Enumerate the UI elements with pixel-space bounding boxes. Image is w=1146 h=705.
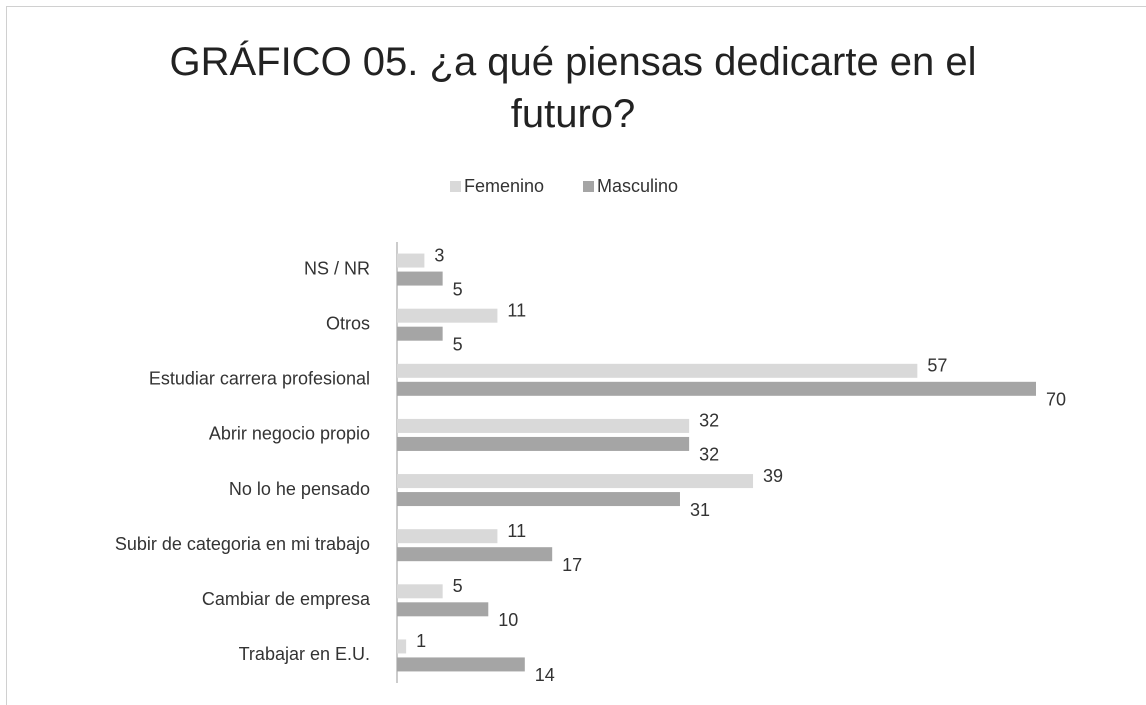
data-label: 31 [690,500,710,520]
data-label: 32 [699,445,719,465]
bar [397,602,489,617]
data-label: 32 [699,411,719,431]
y-tick-label: Abrir negocio propio [209,424,370,444]
data-label: 10 [498,610,518,630]
bar [397,418,690,433]
data-label: 5 [453,279,463,299]
bar [397,639,407,654]
data-label: 17 [562,555,582,575]
chart-border [6,6,1146,705]
bar [397,492,680,507]
data-label: 5 [453,334,463,354]
bar [397,547,553,562]
bar [397,657,525,672]
bar [397,271,443,286]
y-tick-label: Cambiar de empresa [202,589,371,609]
data-label: 1 [416,631,426,651]
y-tick-label: Estudiar carrera profesional [149,369,370,389]
data-label: 70 [1046,390,1066,410]
y-tick-label: NS / NR [304,258,370,278]
y-tick-label: Subir de categoria en mi trabajo [115,534,370,554]
y-tick-label: Otros [326,313,370,333]
data-label: 39 [763,466,783,486]
data-label: 11 [507,300,526,320]
bar [397,529,498,544]
data-label: 57 [927,356,947,376]
legend-label: Masculino [597,176,678,196]
data-label: 11 [507,521,526,541]
bar [397,326,443,341]
legend-label: Femenino [464,176,544,196]
chart-title: GRÁFICO 05. ¿a qué piensas dedicarte en … [169,40,977,136]
bar [397,308,498,323]
bar [397,584,443,599]
legend-swatch [450,181,461,192]
data-label: 14 [535,665,555,685]
bar [397,363,918,378]
bar [397,381,1036,396]
y-tick-label: No lo he pensado [229,479,370,499]
y-tick-label: Trabajar en E.U. [239,644,370,664]
data-label: 3 [434,245,444,265]
bar [397,474,754,489]
data-label: 5 [453,576,463,596]
bar [397,436,690,451]
legend-swatch [583,181,594,192]
bar [397,253,425,268]
